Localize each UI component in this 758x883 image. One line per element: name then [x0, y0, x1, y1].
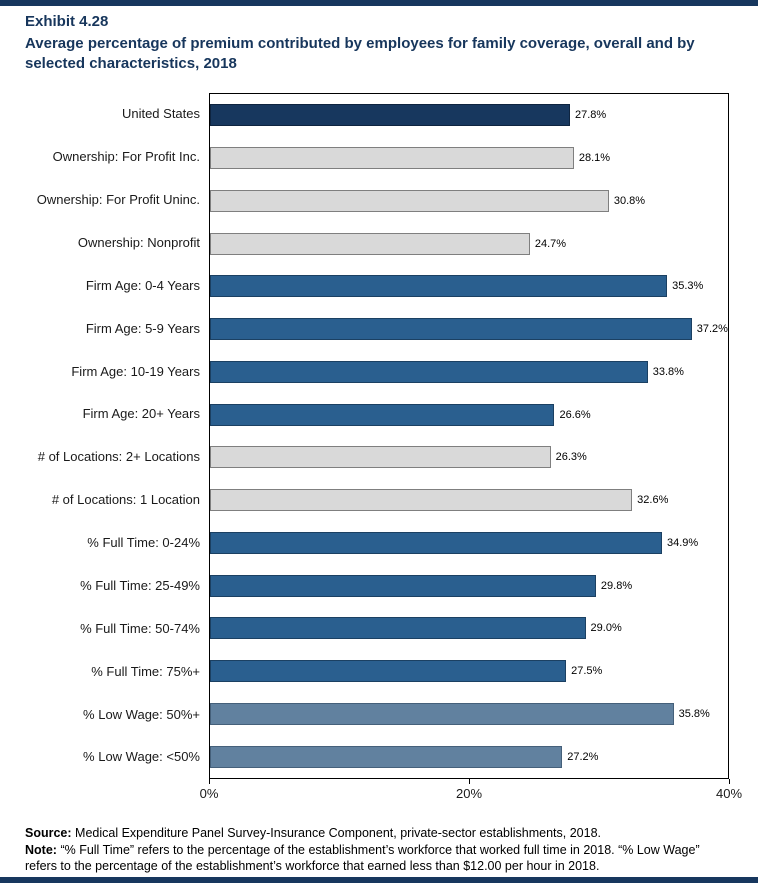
- x-axis-spacer: [25, 779, 209, 809]
- bar: [210, 275, 668, 298]
- category-label: % Full Time: 25-49%: [80, 577, 200, 593]
- value-label: 32.6%: [637, 494, 669, 507]
- chart-title: Average percentage of premium contribute…: [25, 35, 695, 72]
- x-tick-mark: [729, 779, 730, 784]
- bar: [210, 147, 574, 170]
- x-tick-label: 40%: [715, 786, 743, 801]
- category-label: % Full Time: 0-24%: [87, 535, 200, 551]
- plot-area: 27.8% 28.1% 30.8% 24.7% 35.3% 37.2% 33.8% 26.6%…: [209, 93, 729, 779]
- value-label: 34.9%: [666, 536, 699, 549]
- value-label: 26.6%: [559, 408, 591, 421]
- footer: Source: Medical Expenditure Panel Survey…: [25, 825, 733, 875]
- category-label: % Low Wage: 50%+: [83, 706, 200, 722]
- category-labels-column: United States Ownership: For Profit Inc. O…: [25, 93, 209, 779]
- bar: [210, 104, 570, 127]
- bar-row: 27.8%: [210, 94, 728, 137]
- category-label: # of Locations: 1 Location: [51, 492, 200, 508]
- category-label: % Full Time: 50-74%: [80, 620, 200, 636]
- category-label: Firm Age: 10-19 Years: [71, 363, 200, 379]
- bar: [210, 360, 648, 383]
- value-label: 37.2%: [696, 323, 728, 336]
- source-label: Source:: [25, 826, 72, 840]
- category-label: Firm Age: 5-9 Years: [85, 320, 200, 336]
- value-label: 33.8%: [652, 365, 684, 378]
- bar-row: 27.5%: [210, 650, 728, 693]
- bar-row: 35.8%: [210, 693, 728, 736]
- top-border-strip: [0, 0, 758, 6]
- category-label: Ownership: For Profit Inc.: [52, 149, 200, 165]
- bar-row: 33.8%: [210, 351, 728, 394]
- bottom-border-strip: [0, 877, 758, 883]
- value-label: 29.8%: [600, 579, 633, 592]
- note-line: Note: “% Full Time” refers to the percen…: [25, 842, 733, 875]
- bar-row: 28.1%: [210, 137, 728, 180]
- category-label: % Full Time: 75%+: [91, 663, 200, 679]
- x-axis-track: 0% 20% 40%: [200, 779, 742, 809]
- bar-row: 34.9%: [210, 522, 728, 565]
- category-label: % Low Wage: <50%: [83, 749, 200, 765]
- value-label: 26.3%: [555, 451, 587, 464]
- value-label: 24.7%: [534, 237, 567, 250]
- value-label: 35.3%: [672, 280, 704, 293]
- bar: [210, 489, 633, 512]
- value-label: 30.8%: [613, 194, 646, 207]
- value-label: 27.5%: [571, 665, 603, 678]
- category-label: Ownership: For Profit Uninc.: [36, 192, 200, 208]
- bar: [210, 574, 596, 597]
- x-tick-mark: [209, 779, 210, 784]
- exhibit-number: Exhibit 4.28: [25, 13, 109, 30]
- category-label: Ownership: Nonprofit: [77, 234, 200, 250]
- bar-row: 29.0%: [210, 607, 728, 650]
- bar: [210, 318, 692, 341]
- bar-row: 24.7%: [210, 222, 728, 265]
- bar: [210, 189, 609, 212]
- value-label: 35.8%: [678, 707, 710, 720]
- value-label: 29.0%: [590, 622, 622, 635]
- value-label: 27.8%: [575, 109, 607, 122]
- bar: [210, 617, 586, 640]
- bar-row: 26.3%: [210, 436, 728, 479]
- bar: [210, 660, 567, 683]
- x-tick-label: 20%: [455, 786, 483, 801]
- bar-row: 37.2%: [210, 308, 728, 351]
- category-label: Firm Age: 20+ Years: [82, 406, 200, 422]
- bar-row: 30.8%: [210, 180, 728, 223]
- bar-row: 26.6%: [210, 393, 728, 436]
- source-text: Medical Expenditure Panel Survey-Insuran…: [75, 826, 602, 840]
- bar: [210, 403, 555, 426]
- note-label: Note:: [25, 842, 57, 857]
- bar: [210, 446, 551, 469]
- category-label: Firm Age: 0-4 Years: [85, 277, 200, 293]
- x-tick-label: 0%: [199, 786, 219, 801]
- bar: [210, 531, 662, 554]
- bar-chart: United States Ownership: For Profit Inc. O…: [25, 93, 742, 809]
- value-label: 28.1%: [578, 152, 611, 165]
- header: Exhibit 4.28 Average percentage of premi…: [0, 0, 758, 73]
- bar-row: 32.6%: [210, 479, 728, 522]
- category-label: # of Locations: 2+ Locations: [37, 449, 200, 465]
- bar-row: 35.3%: [210, 265, 728, 308]
- bar-row: 29.8%: [210, 564, 728, 607]
- note-text: “% Full Time” refers to the percentage o…: [25, 842, 700, 874]
- bar: [210, 232, 530, 255]
- value-label: 27.2%: [567, 750, 599, 763]
- category-label: United States: [121, 106, 200, 122]
- bar: [210, 702, 674, 725]
- bar-row: 27.2%: [210, 735, 728, 778]
- chart-body: United States Ownership: For Profit Inc. O…: [25, 93, 729, 779]
- bar: [210, 745, 563, 768]
- source-line: Source: Medical Expenditure Panel Survey…: [25, 825, 733, 842]
- x-axis: 0% 20% 40%: [25, 779, 742, 809]
- x-tick-mark: [469, 779, 470, 784]
